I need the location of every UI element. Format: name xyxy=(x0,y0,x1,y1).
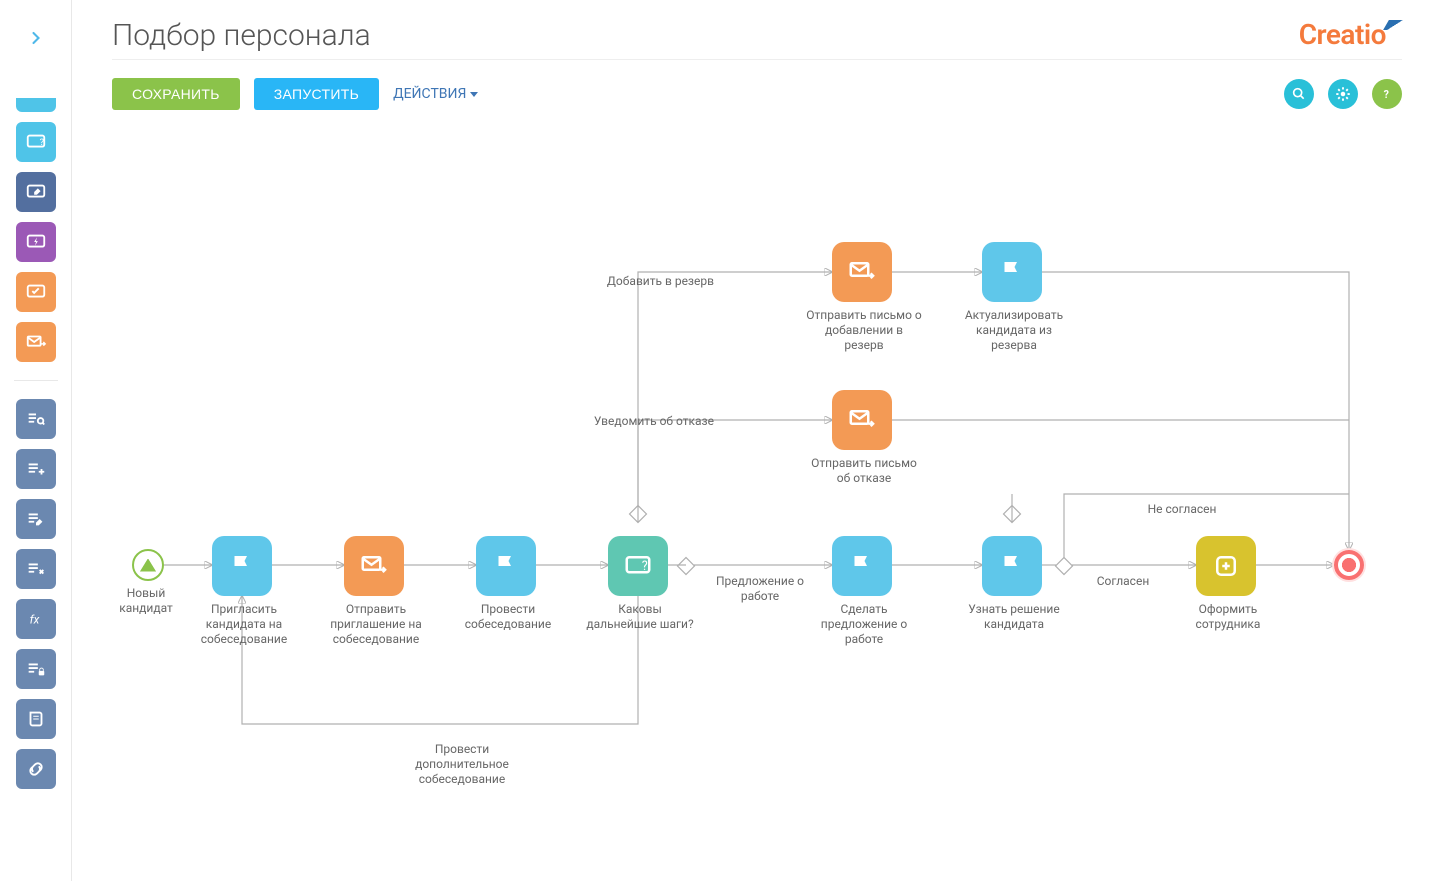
process-canvas[interactable]: Новый кандидатПригласить кандидата на со… xyxy=(112,124,1402,881)
node-label: Отправить приглашение на собеседование xyxy=(324,602,428,647)
main-pane: Подбор персонала Creatio СОХРАНИТЬ ЗАПУС… xyxy=(72,0,1430,881)
header: Подбор персонала Creatio xyxy=(112,18,1402,60)
edit-icon xyxy=(25,181,47,203)
app-root: ? fx xyxy=(0,0,1430,881)
mail-send-icon xyxy=(847,257,877,287)
palette-item-mail[interactable] xyxy=(16,322,56,362)
palette-tool-search[interactable] xyxy=(16,399,56,439)
page-title: Подбор персонала xyxy=(112,18,371,53)
process-node-n2[interactable] xyxy=(344,536,404,596)
process-node-n10[interactable] xyxy=(832,390,892,450)
palette-item-dialog[interactable]: ? xyxy=(16,122,56,162)
svg-text:?: ? xyxy=(39,138,43,148)
bolt-icon xyxy=(25,231,47,253)
process-node-n3[interactable] xyxy=(476,536,536,596)
search-icon xyxy=(1291,86,1307,102)
check-icon xyxy=(25,281,47,303)
node-label: Провести собеседование xyxy=(458,602,558,632)
process-node-n6[interactable] xyxy=(982,536,1042,596)
flag-icon xyxy=(847,551,877,581)
save-button[interactable]: СОХРАНИТЬ xyxy=(112,78,240,110)
list-add-icon xyxy=(25,458,47,480)
list-edit-icon xyxy=(25,508,47,530)
edge-label: Согласен xyxy=(1088,574,1158,589)
flag-icon xyxy=(227,551,257,581)
edge-label: Добавить в резерв xyxy=(584,274,714,289)
process-node-n8[interactable] xyxy=(832,242,892,302)
process-node-n7[interactable] xyxy=(1196,536,1256,596)
process-node-n4[interactable]: ? xyxy=(608,536,668,596)
mail-send-icon xyxy=(25,331,47,353)
process-node-n9[interactable] xyxy=(982,242,1042,302)
edge-label: Предложение о работе xyxy=(700,574,820,604)
help-icon: ? xyxy=(1379,86,1395,102)
dialog-icon: ? xyxy=(623,551,653,581)
end-event[interactable] xyxy=(1334,550,1364,580)
palette-tool-script[interactable] xyxy=(16,699,56,739)
actions-label: ДЕЙСТВИЯ xyxy=(393,86,466,102)
node-label: Отправить письмо об отказе xyxy=(808,456,920,486)
toolbar-help-button[interactable]: ? xyxy=(1372,79,1402,109)
link-icon xyxy=(25,758,47,780)
svg-text:fx: fx xyxy=(29,613,39,627)
edge-label: Уведомить об отказе xyxy=(584,414,714,429)
palette-item-check[interactable] xyxy=(16,272,56,312)
palette-tool-fx[interactable]: fx xyxy=(16,599,56,639)
palette-rail: ? fx xyxy=(0,0,72,881)
caret-down-icon xyxy=(470,92,478,97)
list-x-icon xyxy=(25,558,47,580)
list-search-icon xyxy=(25,408,47,430)
mail-send-icon xyxy=(359,551,389,581)
flag-icon xyxy=(997,257,1027,287)
run-button[interactable]: ЗАПУСТИТЬ xyxy=(254,78,379,110)
brand-logo: Creatio xyxy=(1299,18,1402,51)
node-label: Пригласить кандидата на собеседование xyxy=(194,602,294,647)
palette-tool-calc[interactable] xyxy=(16,549,56,589)
node-label: Актуализировать кандидата из резерва xyxy=(958,308,1070,353)
list-lock-icon xyxy=(25,658,47,680)
node-label: Каковы дальнейшие шаги? xyxy=(582,602,698,632)
mail-send-icon xyxy=(847,405,877,435)
palette-tool-edit[interactable] xyxy=(16,499,56,539)
palette-tool-link[interactable] xyxy=(16,749,56,789)
expand-rail-button[interactable] xyxy=(16,18,56,58)
gear-icon xyxy=(1334,85,1352,103)
flag-icon xyxy=(997,551,1027,581)
palette-tool-add[interactable] xyxy=(16,449,56,489)
palette-item-bolt[interactable] xyxy=(16,222,56,262)
process-node-n1[interactable] xyxy=(212,536,272,596)
toolbar-search-button[interactable] xyxy=(1284,79,1314,109)
flag-icon xyxy=(491,551,521,581)
rail-divider xyxy=(14,380,58,381)
actions-dropdown[interactable]: ДЕЙСТВИЯ xyxy=(393,86,478,102)
node-label: Отправить письмо о добавлении в резерв xyxy=(806,308,922,353)
palette-item-top-sliver[interactable] xyxy=(16,98,56,112)
edge-label: Не согласен xyxy=(1132,502,1232,517)
svg-text:?: ? xyxy=(1384,88,1389,101)
node-label: Новый кандидат xyxy=(106,586,186,616)
palette-tool-lock[interactable] xyxy=(16,649,56,689)
edge-label: Провести дополнительное собеседование xyxy=(392,742,532,787)
dialog-icon: ? xyxy=(25,131,47,153)
palette-item-edit[interactable] xyxy=(16,172,56,212)
chevron-right-icon xyxy=(26,28,46,48)
add-record-icon xyxy=(1211,551,1241,581)
script-icon xyxy=(25,708,47,730)
svg-text:?: ? xyxy=(642,559,648,574)
node-label: Узнать решение кандидата xyxy=(956,602,1072,632)
toolbar-settings-button[interactable] xyxy=(1328,79,1358,109)
node-label: Сделать предложение о работе xyxy=(812,602,916,647)
start-event[interactable] xyxy=(132,549,164,581)
node-label: Оформить сотрудника xyxy=(1178,602,1278,632)
fx-icon: fx xyxy=(25,608,47,630)
toolbar: СОХРАНИТЬ ЗАПУСТИТЬ ДЕЙСТВИЯ ? xyxy=(112,78,1402,110)
process-node-n5[interactable] xyxy=(832,536,892,596)
